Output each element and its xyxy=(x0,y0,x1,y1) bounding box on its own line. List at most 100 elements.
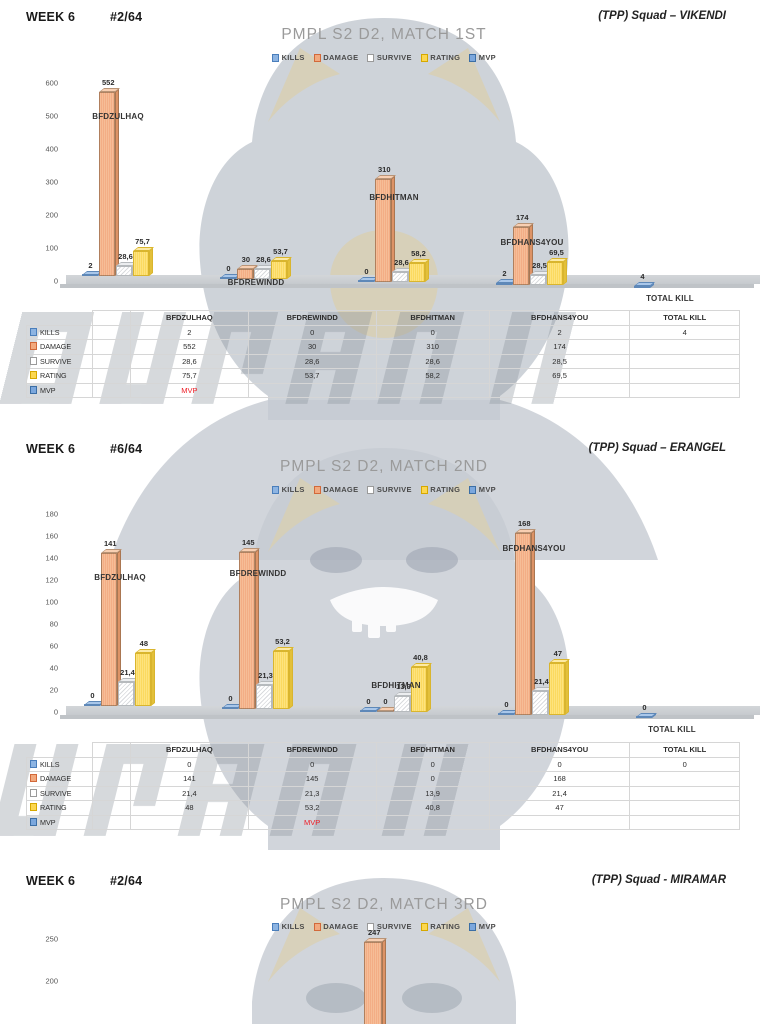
bar-rating[interactable]: 53,2 xyxy=(273,637,295,709)
row-header-mvp: MVP xyxy=(26,814,93,830)
cell: 53,2 xyxy=(247,800,377,816)
category-label: BFDHANS4YOU xyxy=(502,544,566,553)
legend-item-mvp: MVP xyxy=(469,53,496,62)
cell: 53,7 xyxy=(247,368,377,384)
table-spacer xyxy=(92,310,131,326)
cell: 0 xyxy=(629,756,740,772)
bar-kills[interactable]: 2 xyxy=(496,269,518,285)
bar-side xyxy=(531,529,535,715)
plot-floor-1: 2 552 28,6 75,7 xyxy=(60,75,760,303)
table-row: MVP MVP xyxy=(26,382,740,398)
legend-label-survive: SURVIVE xyxy=(376,485,412,494)
bar-damage[interactable]: 247 xyxy=(364,930,388,1024)
bar-value-label: 168 xyxy=(517,519,531,528)
bar-value-label: 145 xyxy=(241,538,255,547)
table-spacer xyxy=(92,742,131,758)
bar-value-label: 0 xyxy=(504,700,509,709)
legend-label-rating: RATING xyxy=(430,485,461,494)
cell: 0 xyxy=(247,324,377,340)
stats-table-2: BFDZULHAQ BFDREWINDD BFDHITMAN BFDHANS4Y… xyxy=(26,742,740,830)
bar-damage[interactable]: 174 xyxy=(513,213,535,285)
bar-rating[interactable]: 53,7 xyxy=(271,247,293,279)
bar-kills[interactable]: 2 xyxy=(82,261,104,276)
category-label: BFDHANS4YOU xyxy=(500,238,564,247)
bar-kills[interactable]: 0 xyxy=(84,691,106,706)
category-label: BFDHITMAN xyxy=(369,193,419,202)
bar-survive[interactable]: 21,4 xyxy=(118,668,140,706)
y-tick: 20 xyxy=(49,685,58,695)
bar-kills[interactable]: 0 xyxy=(358,267,380,282)
cell xyxy=(629,814,740,830)
cell xyxy=(92,382,131,398)
col-header: TOTAL KILL xyxy=(629,310,740,326)
bar-rating[interactable]: 69,5 xyxy=(547,248,569,285)
legend-label-survive: SURVIVE xyxy=(376,53,412,62)
legend-item-damage: DAMAGE xyxy=(313,53,359,62)
bar-survive[interactable]: 28,6 xyxy=(116,252,138,276)
bar-kills[interactable]: 0 xyxy=(360,697,382,712)
cell xyxy=(92,756,131,772)
row-header-damage: DAMAGE xyxy=(26,771,93,787)
bar-survive[interactable]: 28,5 xyxy=(530,261,552,285)
bar-group-bfdzulhaq: 2 552 28,6 75,7 xyxy=(82,78,155,277)
cell: 2 xyxy=(130,324,249,340)
bar-face xyxy=(634,286,650,288)
bar-kills[interactable]: 0 xyxy=(498,700,520,715)
mvp-swatch-icon xyxy=(30,817,37,826)
bar-face xyxy=(513,227,529,285)
bar-rating[interactable]: 58,2 xyxy=(409,249,431,282)
bar-value-label: 21,4 xyxy=(534,677,549,686)
bar-value-label: 2 xyxy=(88,261,93,270)
table-row: KILLS 2 0 0 2 4 xyxy=(26,324,740,340)
kills-swatch-icon xyxy=(30,327,37,336)
bar-face xyxy=(547,262,563,285)
bar-rating[interactable]: 47 xyxy=(549,649,571,715)
legend-label-mvp: MVP xyxy=(478,53,496,62)
bar-value-label: 53,2 xyxy=(275,637,290,646)
y-axis-2: 180 160 140 120 100 80 60 40 20 0 xyxy=(0,505,64,720)
bar-face xyxy=(99,92,115,276)
legend-item-kills: KILLS xyxy=(272,53,305,62)
bar-survive[interactable]: 13,9 xyxy=(394,682,416,712)
cell: 40,8 xyxy=(375,800,490,816)
legend-item-kills: KILLS xyxy=(272,485,305,494)
category-label: BFDHITMAN xyxy=(371,681,421,690)
bar-value-label: 552 xyxy=(101,78,115,87)
bar-total-kills[interactable]: 4 xyxy=(634,272,656,288)
y-tick: 160 xyxy=(45,531,58,541)
bar-survive[interactable]: 28,6 xyxy=(392,258,414,282)
bar-survive[interactable]: 21,4 xyxy=(532,677,554,715)
bar-value-label: 0 xyxy=(90,691,95,700)
legend-item-rating: RATING xyxy=(420,485,461,494)
bar-rating[interactable]: 75,7 xyxy=(133,237,155,276)
category-label: BFDZULHAQ xyxy=(94,573,146,582)
bar-value-label: 0 xyxy=(364,267,369,276)
bar-value-label: 0 xyxy=(226,264,231,273)
rating-swatch-icon xyxy=(420,485,428,494)
bar-damage[interactable]: 141 xyxy=(101,539,123,706)
col-header: BFDHANS4YOU xyxy=(488,310,631,326)
bar-kills[interactable]: 0 xyxy=(222,694,244,709)
y-tick: 80 xyxy=(49,619,58,629)
rank-label: #2/64 xyxy=(110,874,143,888)
chart-title-3: PMPL S2 D2, MATCH 3RD xyxy=(280,896,488,913)
bar-survive[interactable]: 21,3 xyxy=(256,671,278,709)
y-tick: 500 xyxy=(45,111,58,121)
bar-value-label: 40,8 xyxy=(413,653,428,662)
y-axis-1: 600 500 400 300 200 100 0 xyxy=(0,75,64,290)
legend-item-mvp: MVP xyxy=(469,485,496,494)
bar-total-kills[interactable]: 0 xyxy=(636,703,658,718)
survive-swatch-icon xyxy=(30,788,37,797)
bar-rating[interactable]: 48 xyxy=(135,639,157,706)
table-corner xyxy=(27,743,93,758)
bar-side xyxy=(425,259,429,282)
category-label: BFDREWINDD xyxy=(227,278,285,287)
cell xyxy=(629,382,740,398)
bar-face xyxy=(515,533,531,715)
bar-value-label: 247 xyxy=(367,930,381,937)
map-mode-label: (TPP) Squad – VIKENDI xyxy=(598,10,726,22)
bar-damage[interactable]: 552 xyxy=(99,78,121,277)
cell xyxy=(629,785,740,801)
bar-damage[interactable]: 0 xyxy=(377,697,399,712)
bar-damage[interactable]: 168 xyxy=(515,519,537,715)
